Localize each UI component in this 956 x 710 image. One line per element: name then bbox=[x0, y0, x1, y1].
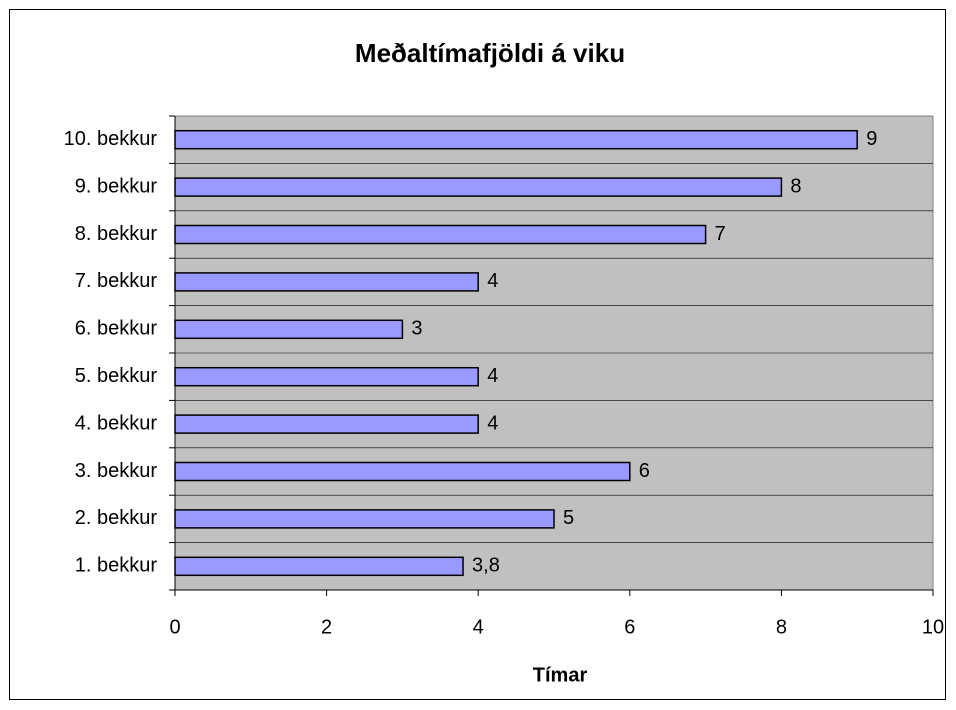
bar bbox=[174, 272, 479, 292]
value-label: 9 bbox=[866, 128, 877, 150]
y-tick-label: 3. bekkur bbox=[75, 460, 158, 482]
x-tick-label: 2 bbox=[321, 616, 332, 638]
bar bbox=[174, 224, 707, 245]
y-tick-label: 7. bekkur bbox=[75, 270, 158, 292]
bar bbox=[174, 414, 479, 434]
y-tick-label: 1. bekkur bbox=[75, 555, 158, 577]
x-axis-title: Tímar bbox=[533, 664, 588, 686]
bar bbox=[174, 319, 404, 340]
bar bbox=[174, 461, 631, 482]
bar bbox=[174, 366, 479, 387]
bar bbox=[174, 177, 783, 197]
y-tick-label: 4. bekkur bbox=[75, 412, 158, 434]
x-tick-label: 8 bbox=[776, 616, 787, 638]
y-tick-label: 6. bekkur bbox=[75, 318, 158, 340]
y-tick-label: 10. bekkur bbox=[64, 128, 158, 150]
value-label: 7 bbox=[715, 223, 726, 245]
value-label: 5 bbox=[563, 507, 574, 529]
value-label: 3 bbox=[411, 318, 422, 340]
y-tick-label: 9. bekkur bbox=[75, 175, 158, 197]
bar bbox=[174, 129, 858, 150]
value-label: 4 bbox=[487, 365, 498, 387]
x-tick-label: 6 bbox=[624, 616, 635, 638]
value-label: 4 bbox=[487, 270, 498, 292]
value-label: 4 bbox=[487, 412, 498, 434]
value-label: 8 bbox=[790, 175, 801, 197]
y-tick-label: 8. bekkur bbox=[75, 223, 158, 245]
y-tick-label: 2. bekkur bbox=[75, 507, 158, 529]
bar bbox=[174, 556, 464, 577]
value-label: 6 bbox=[639, 460, 650, 482]
x-tick-label: 10 bbox=[922, 616, 944, 638]
chart-title: Meðaltímafjöldi á viku bbox=[355, 38, 625, 68]
x-tick-label: 0 bbox=[169, 616, 180, 638]
value-label: 3,8 bbox=[472, 555, 500, 577]
y-tick-label: 5. bekkur bbox=[75, 365, 158, 387]
bar bbox=[174, 509, 555, 529]
x-tick-label: 4 bbox=[473, 616, 484, 638]
